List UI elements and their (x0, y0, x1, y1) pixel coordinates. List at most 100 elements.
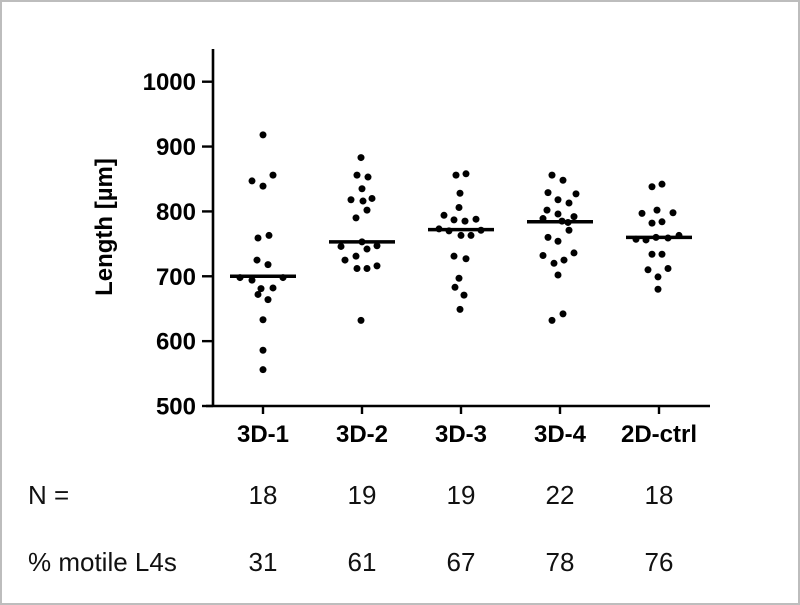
data-point (539, 252, 547, 260)
data-point (341, 256, 349, 264)
data-point (467, 231, 475, 239)
data-point (648, 250, 656, 258)
data-point (353, 264, 361, 272)
n-value: 18 (249, 480, 278, 510)
data-point (572, 190, 580, 198)
data-point (560, 256, 568, 264)
data-point (264, 261, 272, 269)
data-point (357, 316, 365, 324)
data-point (264, 296, 272, 304)
data-point (455, 204, 463, 212)
data-point (364, 173, 372, 181)
data-point (254, 234, 262, 242)
data-point (669, 209, 677, 217)
x-tick-label-2D-ctrl: 2D-ctrl (621, 421, 697, 448)
data-point (664, 264, 672, 272)
data-point (644, 266, 652, 274)
data-point (461, 217, 469, 225)
data-point (554, 196, 562, 204)
n-row-label: N = (28, 480, 70, 510)
data-point (358, 185, 366, 193)
data-point (259, 131, 267, 139)
data-point (648, 183, 656, 191)
data-point (269, 284, 277, 292)
data-point (548, 171, 556, 179)
data-point (544, 233, 552, 241)
data-point (259, 346, 267, 354)
data-point (548, 316, 556, 324)
data-point (658, 250, 666, 258)
data-point (368, 194, 376, 202)
data-point (559, 310, 567, 318)
data-point (544, 189, 552, 197)
data-point (456, 305, 464, 313)
data-point (462, 170, 470, 178)
data-point (248, 177, 256, 185)
pct-motile-value: 76 (645, 547, 674, 577)
data-point (570, 249, 578, 257)
n-value: 19 (447, 480, 476, 510)
data-point (565, 226, 573, 234)
x-tick-label-3D-4: 3D-4 (534, 421, 587, 448)
data-point (456, 189, 464, 197)
y-tick-label: 900 (156, 134, 196, 161)
y-axis-title: Length [µm] (91, 158, 118, 296)
data-point (373, 262, 381, 270)
pct-motile-row-label: % motile L4s (28, 547, 177, 577)
data-point (337, 242, 345, 250)
y-tick-label: 800 (156, 199, 196, 226)
data-point (363, 245, 371, 253)
data-point (352, 214, 360, 222)
x-tick-label-3D-1: 3D-1 (237, 421, 289, 448)
n-value: 18 (645, 480, 674, 510)
data-point (457, 231, 465, 239)
data-point (259, 316, 267, 324)
data-point (570, 213, 578, 221)
data-point (648, 219, 656, 227)
data-point (554, 271, 562, 279)
data-point (460, 291, 468, 299)
data-point (373, 242, 381, 250)
y-tick-label: 1000 (143, 69, 196, 96)
data-point (254, 290, 262, 298)
pct-motile-value: 78 (546, 547, 575, 577)
data-point (543, 206, 551, 214)
data-point (455, 274, 463, 282)
data-point (257, 285, 265, 293)
data-point (352, 252, 360, 260)
data-point (554, 210, 562, 218)
data-point (269, 171, 277, 179)
data-point (451, 283, 459, 291)
data-point (359, 197, 367, 205)
data-point (554, 237, 562, 245)
data-point (363, 206, 371, 214)
x-tick-label-3D-3: 3D-3 (435, 421, 487, 448)
data-point (357, 154, 365, 162)
data-point (638, 209, 646, 217)
data-point (265, 231, 273, 239)
data-point (450, 216, 458, 224)
data-point (653, 206, 661, 214)
data-point (658, 180, 666, 188)
y-tick-label: 700 (156, 264, 196, 291)
data-point (450, 252, 458, 260)
data-point (259, 182, 267, 190)
pct-motile-value: 67 (447, 547, 476, 577)
data-point (363, 264, 371, 272)
pct-motile-value: 61 (348, 547, 377, 577)
data-point (658, 218, 666, 226)
data-point (440, 211, 448, 219)
data-point (472, 215, 480, 223)
data-point (347, 196, 355, 204)
data-point (259, 366, 267, 374)
y-tick-label: 500 (156, 394, 196, 421)
data-point (353, 171, 361, 179)
data-point (248, 276, 256, 284)
data-point (654, 273, 662, 281)
pct-motile-value: 31 (249, 547, 278, 577)
y-tick-label: 600 (156, 329, 196, 356)
n-value: 19 (348, 480, 377, 510)
data-point (452, 171, 460, 179)
